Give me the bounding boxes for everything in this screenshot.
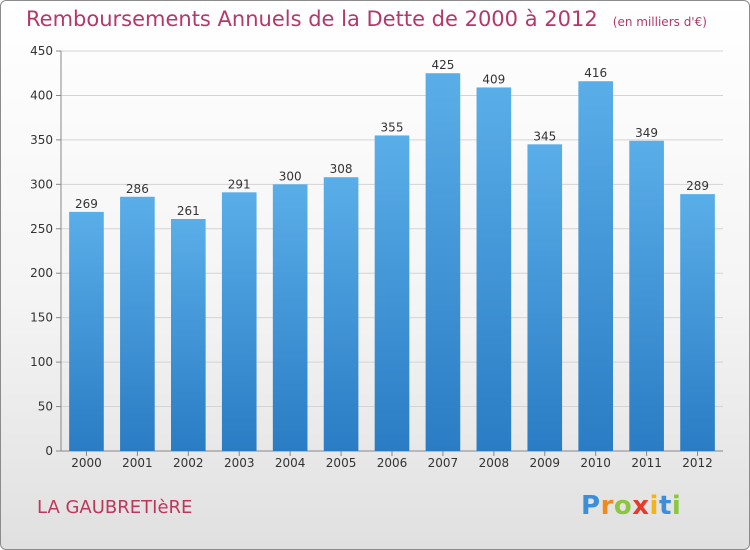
logo-letter: t — [658, 491, 672, 521]
x-tick-label: 2000 — [71, 456, 102, 470]
x-tick-label: 2012 — [682, 456, 713, 470]
bar-value-label: 269 — [75, 197, 98, 211]
bar-value-label: 416 — [584, 66, 607, 80]
y-tick-label: 400 — [30, 88, 53, 102]
bar — [578, 81, 614, 451]
bar-value-label: 409 — [482, 72, 505, 86]
bar-value-label: 345 — [533, 129, 556, 143]
bar-value-label: 355 — [381, 120, 404, 134]
logo-letter: P — [581, 491, 601, 521]
bars — [69, 73, 715, 452]
bar — [374, 135, 410, 451]
bar — [476, 87, 512, 451]
y-tick-label: 100 — [30, 355, 53, 369]
bar — [69, 211, 104, 451]
x-tick-label: 2003 — [224, 456, 255, 470]
bar-value-label: 425 — [431, 58, 454, 72]
y-tick-label: 0 — [45, 444, 53, 458]
logo-letter: o — [613, 491, 633, 521]
bar — [680, 194, 715, 451]
x-tick-label: 2006 — [377, 456, 408, 470]
bar-value-label: 300 — [279, 169, 302, 183]
y-tick-label: 250 — [30, 222, 53, 236]
x-tick-label: 2011 — [631, 456, 662, 470]
bar — [221, 192, 257, 452]
title-row: Remboursements Annuels de la Dette de 20… — [26, 7, 707, 31]
x-tick-label: 2007 — [428, 456, 459, 470]
x-tick-label: 2004 — [275, 456, 306, 470]
proxiti-logo: Proxiti — [581, 491, 681, 521]
x-tick-label: 2008 — [479, 456, 510, 470]
bar — [272, 184, 308, 452]
logo-letter: x — [632, 491, 650, 521]
y-tick-label: 50 — [38, 400, 53, 414]
bar — [323, 177, 359, 451]
y-tick-label: 150 — [30, 311, 53, 325]
logo-letter: i — [649, 491, 659, 521]
x-tick-label: 2001 — [122, 456, 153, 470]
chart-unit: (en milliers d'€) — [612, 15, 707, 29]
bar-value-label: 291 — [228, 177, 251, 191]
bar — [120, 196, 155, 451]
bar-value-label: 308 — [330, 162, 353, 176]
x-tick-label: 2010 — [580, 456, 611, 470]
y-tick-label: 350 — [30, 133, 53, 147]
x-tick-label: 2002 — [173, 456, 204, 470]
labels: 269 2000 286 2001 261 2002 291 2003 300 2004 308 20… — [71, 58, 713, 470]
bar-value-label: 289 — [686, 179, 709, 193]
bar-value-label: 286 — [126, 182, 149, 196]
commune-name: LA GAUBRETIèRE — [37, 497, 193, 518]
bar — [527, 144, 563, 452]
bar-value-label: 261 — [177, 204, 200, 218]
bar — [170, 219, 206, 451]
bar-value-label: 349 — [635, 126, 658, 140]
logo-letter: i — [671, 491, 682, 521]
logo-letter: r — [600, 491, 614, 521]
x-tick-label: 2009 — [529, 456, 560, 470]
y-tick-label: 300 — [30, 177, 53, 191]
x-tick-label: 2005 — [326, 456, 357, 470]
y-tick-label: 200 — [30, 266, 53, 280]
bar — [425, 73, 461, 451]
y-tick-label: 450 — [30, 44, 53, 58]
bar — [629, 140, 664, 451]
chart-title: Remboursements Annuels de la Dette de 20… — [26, 7, 598, 31]
